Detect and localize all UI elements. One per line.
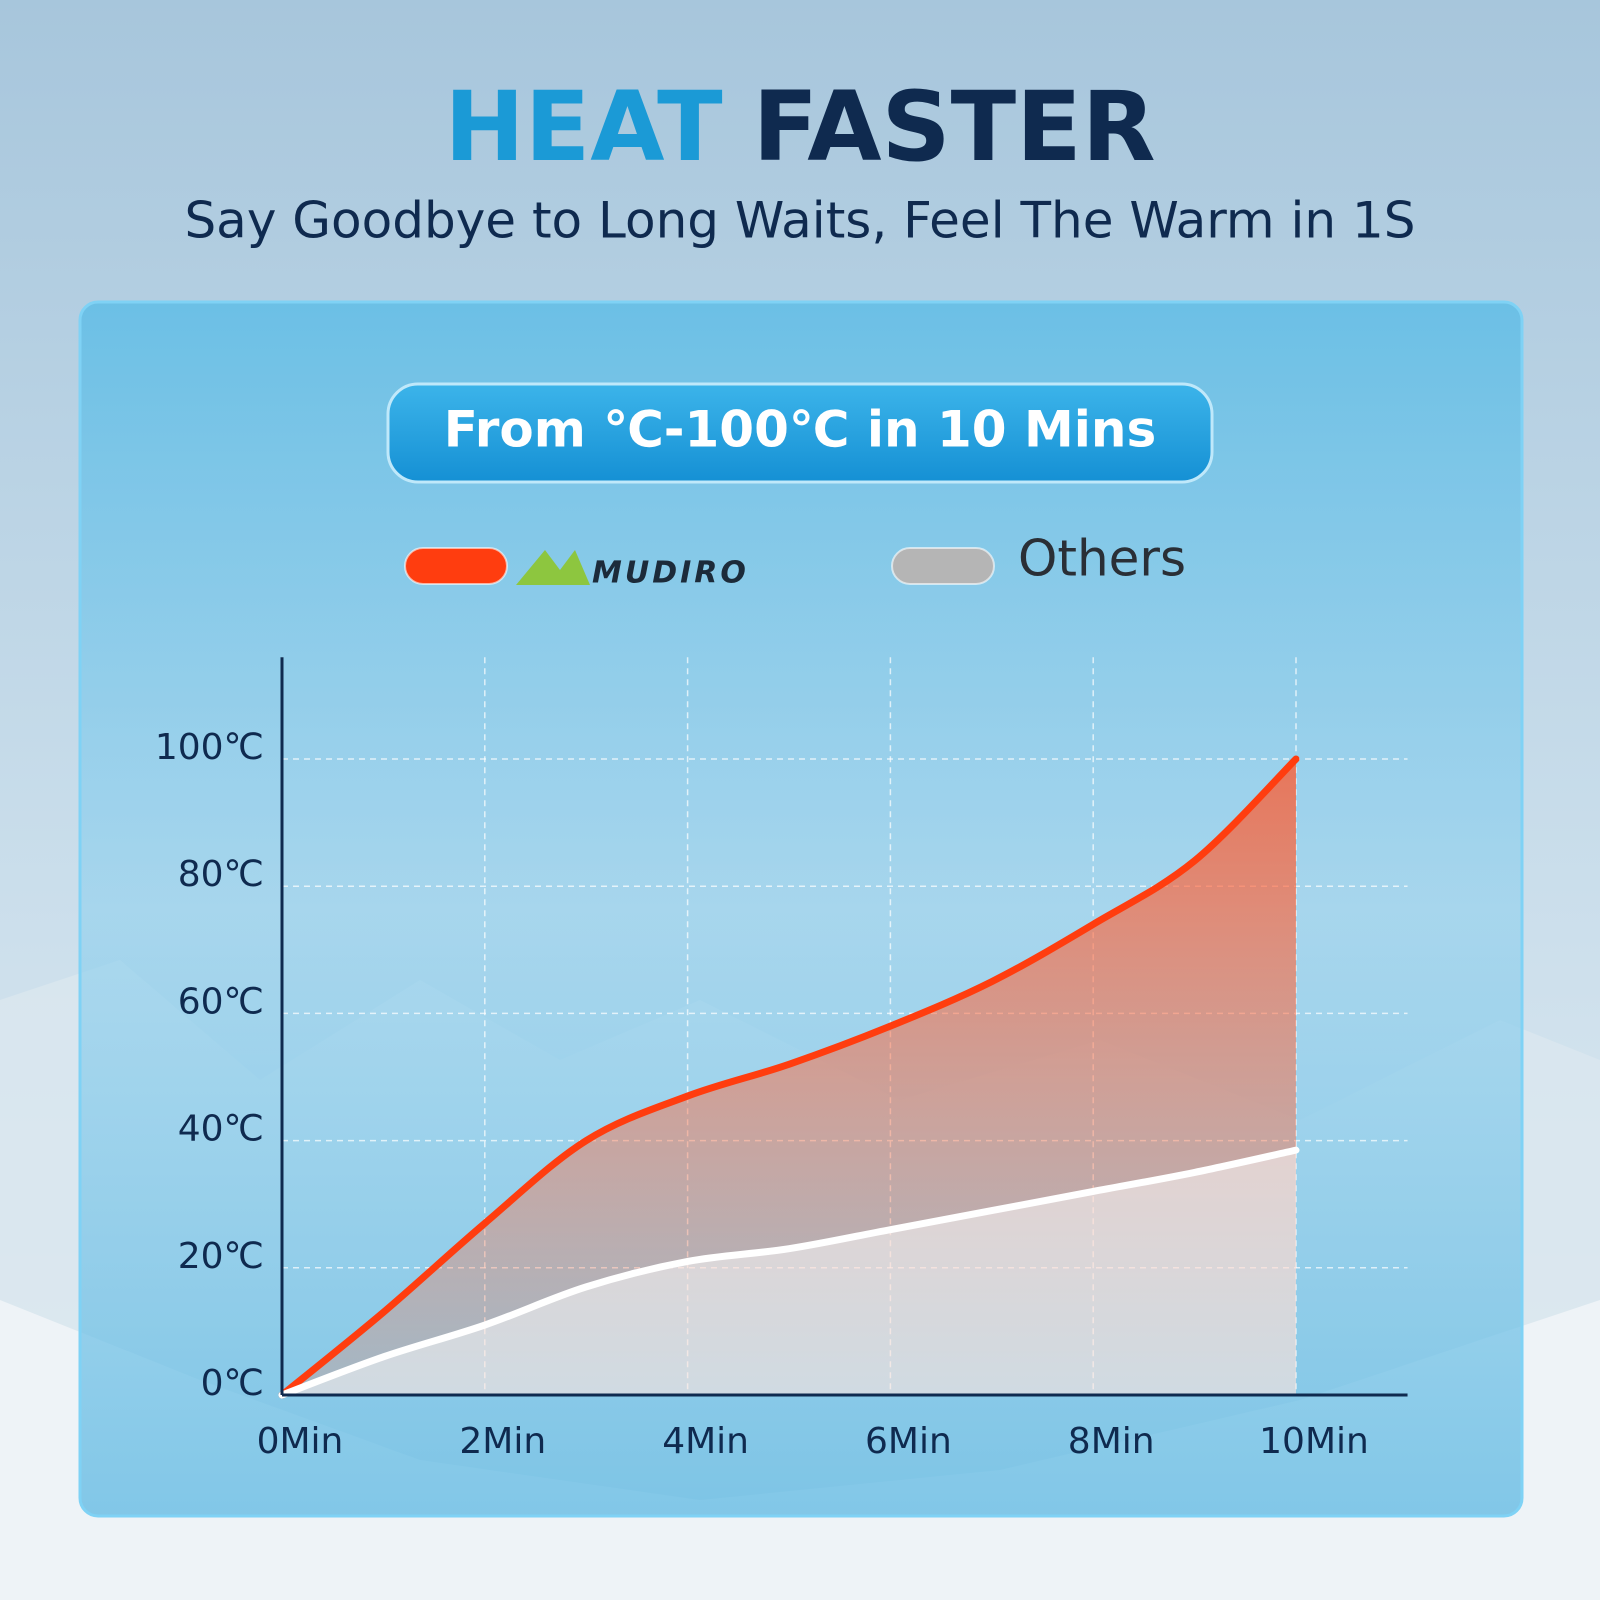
- x-tick-label: 10Min: [1259, 1421, 1369, 1462]
- title-main: FASTER: [753, 71, 1156, 183]
- title-accent: HEAT: [444, 71, 722, 183]
- line: [278, 755, 1300, 1399]
- x-tick-label: 2Min: [459, 1421, 546, 1462]
- title: HEAT FASTER: [444, 71, 1155, 183]
- y-tick-label: 80℃: [178, 854, 264, 895]
- legend-swatch: [891, 547, 995, 585]
- y-tick-label: 40℃: [178, 1109, 264, 1150]
- area: [282, 759, 1296, 1395]
- y-tick-label: 20℃: [178, 1236, 264, 1277]
- line: [278, 1146, 1300, 1399]
- x-tick-label: 6Min: [865, 1421, 952, 1462]
- legend-label: MUDIRO: [592, 556, 749, 591]
- snow: [0, 1300, 1600, 1600]
- legend-label: Others: [1018, 530, 1186, 588]
- subtitle: Say Goodbye to Long Waits, Feel The Warm…: [184, 192, 1415, 250]
- x-tick-label: 0Min: [257, 1421, 344, 1462]
- badge-text: From ℃-100℃ in 10 Mins: [444, 401, 1156, 459]
- area: [282, 1150, 1296, 1395]
- x-tick-label: 8Min: [1068, 1421, 1155, 1462]
- y-tick-label: 0℃: [201, 1363, 264, 1404]
- legend-swatch: [404, 547, 508, 585]
- legend-logo: [516, 550, 590, 585]
- y-tick-label: 60℃: [178, 981, 264, 1022]
- legend: MUDIRO Others: [404, 530, 1186, 591]
- x-tick-label: 4Min: [662, 1421, 749, 1462]
- y-tick-label: 100℃: [155, 727, 264, 768]
- badge: [386, 382, 1214, 484]
